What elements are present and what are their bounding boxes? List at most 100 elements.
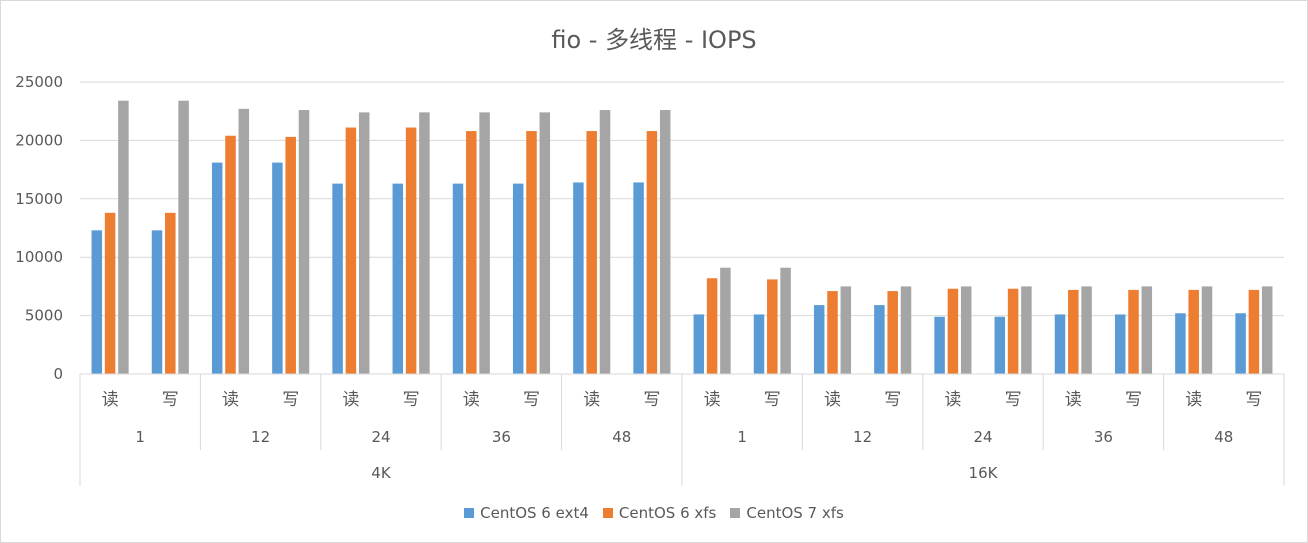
- x-category-label: 读: [1065, 390, 1082, 410]
- bar-centos-6-ext4: [573, 182, 584, 374]
- bar-centos-6-ext4: [994, 316, 1006, 374]
- x-thread-label: 12: [853, 428, 872, 446]
- x-thread-label: 36: [492, 428, 511, 446]
- bar-centos-6-xfs: [1007, 288, 1019, 374]
- bar-centos-6-ext4: [512, 183, 524, 374]
- bar-centos-6-ext4: [332, 183, 343, 374]
- x-thread-label: 36: [1094, 428, 1113, 446]
- x-category-label: 写: [162, 390, 179, 410]
- x-category-label: 写: [1005, 390, 1022, 410]
- x-category-label: 写: [403, 390, 420, 410]
- bar-centos-6-xfs: [285, 136, 296, 374]
- y-tick-label: 15000: [15, 190, 63, 208]
- x-category-label: 读: [1185, 390, 1202, 410]
- bar-centos-7-xfs: [479, 112, 490, 375]
- x-category-label: 读: [102, 390, 119, 410]
- x-thread-label: 24: [973, 428, 992, 446]
- bar-centos-7-xfs: [840, 286, 852, 374]
- bar-centos-6-ext4: [633, 182, 644, 374]
- chart-legend: CentOS 6 ext4 CentOS 6 xfs CentOS 7 xfs: [0, 504, 1308, 522]
- bar-centos-6-xfs: [827, 291, 838, 374]
- bar-centos-6-xfs: [466, 131, 477, 374]
- x-category-label: 写: [764, 390, 781, 410]
- x-category-label: 写: [1125, 390, 1142, 410]
- x-group-label: 4K: [371, 464, 392, 482]
- x-category-label: 读: [463, 390, 480, 410]
- bar-centos-6-xfs: [405, 127, 417, 374]
- bar-centos-7-xfs: [1081, 286, 1092, 374]
- bar-centos-7-xfs: [599, 110, 611, 375]
- x-category-label: 读: [222, 390, 239, 410]
- chart-title: fio - 多线程 - IOPS: [551, 26, 757, 54]
- bar-centos-7-xfs: [298, 110, 310, 375]
- x-category-label: 读: [704, 390, 721, 410]
- bar-centos-6-xfs: [526, 131, 537, 374]
- x-thread-label: 12: [251, 428, 270, 446]
- bar-centos-6-xfs: [104, 212, 116, 374]
- x-group-label: 16K: [969, 464, 999, 482]
- legend-swatch: [602, 508, 613, 518]
- bar-centos-7-xfs: [238, 108, 250, 374]
- bar-centos-6-ext4: [934, 316, 945, 374]
- legend-swatch: [464, 508, 475, 518]
- bar-centos-7-xfs: [900, 286, 912, 374]
- bar-centos-6-xfs: [947, 288, 959, 374]
- bar-centos-7-xfs: [780, 267, 791, 374]
- y-tick-label: 5000: [25, 307, 63, 325]
- legend-item: CentOS 6 xfs: [602, 504, 717, 522]
- legend-swatch: [730, 508, 741, 518]
- y-tick-label: 25000: [15, 73, 63, 91]
- bar-centos-6-xfs: [586, 131, 597, 374]
- x-category-label: 写: [282, 390, 299, 410]
- bar-centos-7-xfs: [1141, 286, 1153, 374]
- bar-centos-6-ext4: [693, 314, 705, 374]
- bar-centos-6-xfs: [1068, 289, 1079, 374]
- x-thread-label: 48: [612, 428, 631, 446]
- x-category-label: 写: [643, 390, 660, 410]
- x-thread-label: 1: [135, 428, 145, 446]
- bar-centos-6-xfs: [165, 212, 176, 374]
- bar-centos-6-ext4: [392, 183, 404, 374]
- x-category-label: 读: [824, 390, 841, 410]
- bar-centos-7-xfs: [960, 286, 972, 374]
- x-category-label: 读: [342, 390, 359, 410]
- x-category-label: 读: [944, 390, 961, 410]
- bar-centos-7-xfs: [720, 267, 731, 374]
- bar-centos-6-ext4: [1114, 314, 1126, 374]
- bar-centos-6-xfs: [345, 127, 357, 374]
- x-category-label: 写: [1245, 390, 1262, 410]
- bar-centos-6-ext4: [874, 305, 885, 374]
- bar-centos-6-xfs: [767, 279, 778, 374]
- bar-centos-6-ext4: [1175, 313, 1186, 374]
- legend-item: CentOS 6 ext4: [464, 504, 589, 522]
- y-tick-label: 10000: [15, 248, 63, 266]
- bar-centos-6-ext4: [151, 230, 163, 374]
- bar-centos-7-xfs: [178, 100, 189, 375]
- bar-centos-7-xfs: [659, 110, 671, 375]
- x-thread-label: 48: [1214, 428, 1233, 446]
- y-tick-label: 20000: [15, 131, 63, 149]
- bar-centos-6-xfs: [225, 135, 236, 374]
- bar-centos-6-ext4: [272, 162, 283, 374]
- legend-item: CentOS 7 xfs: [730, 504, 844, 522]
- legend-label: CentOS 7 xfs: [746, 504, 844, 522]
- bar-centos-6-ext4: [1054, 314, 1066, 374]
- legend-label: CentOS 6 ext4: [480, 504, 589, 522]
- bar-centos-6-ext4: [91, 230, 103, 374]
- bar-centos-7-xfs: [1201, 286, 1213, 374]
- legend-label: CentOS 6 xfs: [618, 504, 717, 522]
- bar-centos-6-ext4: [1235, 313, 1246, 374]
- x-category-label: 读: [583, 390, 600, 410]
- bar-centos-6-xfs: [1188, 289, 1199, 374]
- bar-centos-6-ext4: [452, 183, 464, 374]
- bar-centos-6-xfs: [1128, 289, 1139, 374]
- bar-centos-7-xfs: [539, 112, 551, 375]
- bar-centos-7-xfs: [1021, 286, 1032, 374]
- bar-centos-7-xfs: [118, 100, 129, 375]
- x-category-label: 写: [884, 390, 901, 410]
- bar-centos-6-ext4: [211, 162, 223, 374]
- x-category-label: 写: [523, 390, 540, 410]
- bar-centos-6-xfs: [706, 278, 718, 374]
- bar-centos-7-xfs: [358, 112, 370, 375]
